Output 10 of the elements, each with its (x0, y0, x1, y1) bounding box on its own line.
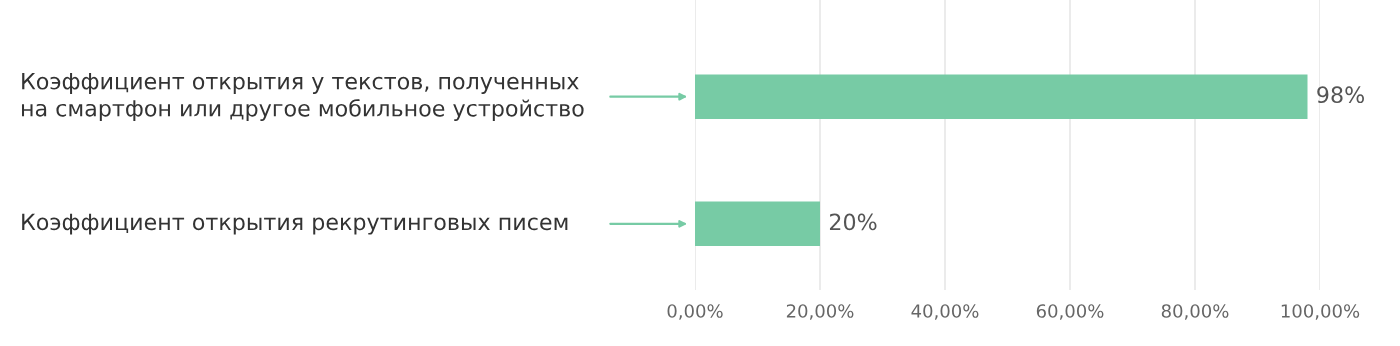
x-tick-label: 100,00% (1281, 304, 1360, 320)
x-tick-label: 20,00% (786, 304, 854, 320)
x-tick-label: 0,00% (667, 304, 723, 320)
y-tick-label: Коэффициент открытия рекрутинговых писем (22, 213, 568, 235)
x-tick-label: 60,00% (1036, 304, 1104, 320)
data-label: 20% (829, 213, 877, 231)
x-tick-label: 40,00% (911, 304, 979, 320)
x-tick-label: 80,00% (1161, 304, 1229, 320)
y-tick-label: Коэффициент открытия у текстов, полученных на смартфон или другое мобильное устройство (22, 73, 584, 121)
data-label: 98% (1317, 86, 1364, 104)
